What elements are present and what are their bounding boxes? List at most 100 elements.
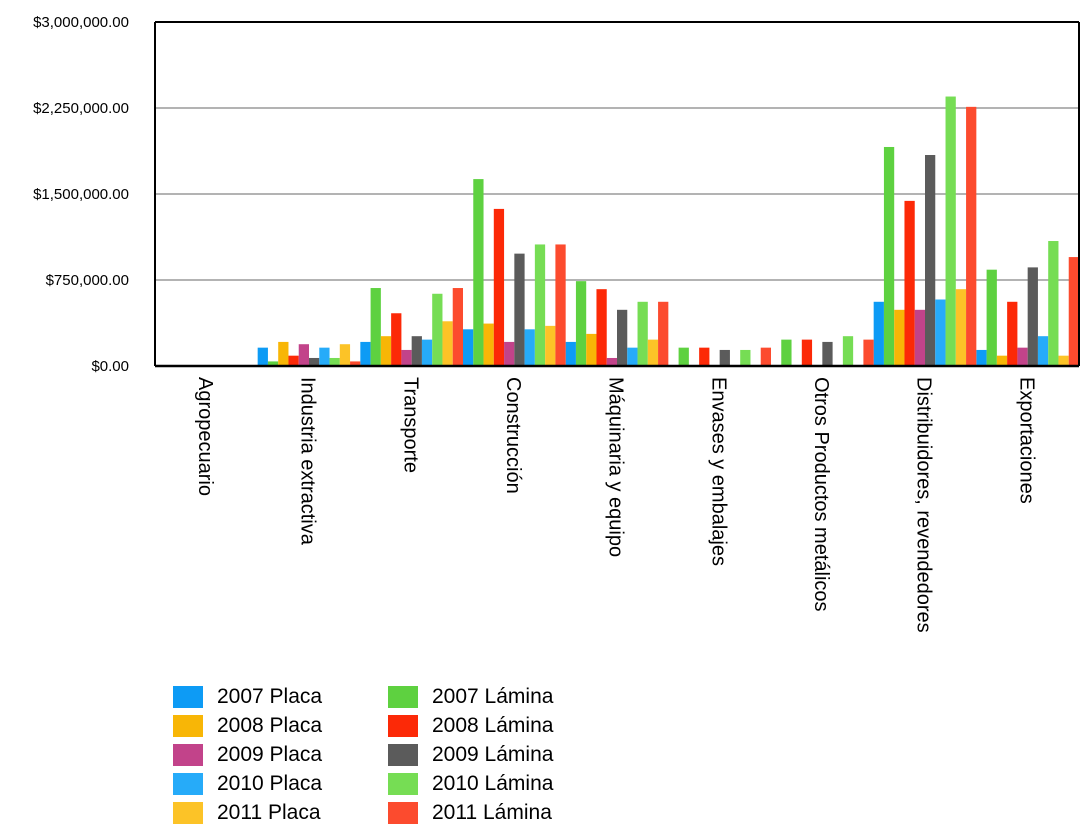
legend-label: 2008 Placa — [217, 713, 323, 737]
y-tick-label: $1,500,000.00 — [33, 186, 129, 203]
bar — [627, 347, 638, 366]
bar — [463, 329, 474, 366]
bar — [935, 299, 946, 366]
y-tick-label: $2,250,000.00 — [33, 100, 129, 117]
legend-swatch — [173, 714, 203, 737]
legend-label: 2009 Placa — [217, 742, 323, 766]
legend-label: 2011 Lámina — [432, 800, 552, 824]
legend-item: 2011 Lámina — [388, 798, 588, 827]
axes — [154, 21, 1080, 368]
bar — [1027, 267, 1038, 366]
bar — [319, 347, 330, 366]
bar — [617, 309, 628, 366]
legend-column-placa: 2007 Placa 2008 Placa 2009 Placa 2010 Pl… — [173, 682, 373, 827]
bar — [360, 341, 371, 366]
legend-label: 2007 Lámina — [432, 684, 554, 708]
bar — [596, 289, 607, 366]
bar — [545, 325, 556, 366]
bar — [647, 339, 659, 366]
bar — [1037, 336, 1049, 366]
legend-item: 2007 Lámina — [388, 682, 588, 711]
bar — [781, 339, 792, 366]
legend-swatch — [388, 743, 418, 766]
bar — [883, 146, 895, 366]
legend-swatch — [388, 801, 418, 824]
bar — [1017, 347, 1028, 366]
bar — [996, 355, 1008, 366]
legend-swatch — [173, 801, 203, 824]
bar — [894, 309, 905, 366]
bar — [380, 336, 392, 366]
bar — [524, 329, 535, 366]
legend-item: 2010 Placa — [173, 769, 373, 798]
bar — [401, 349, 412, 366]
legend-item: 2007 Placa — [173, 682, 373, 711]
bar — [925, 155, 936, 366]
x-axis-category-labels: Agropecuario Industria extractiva Transpor… — [194, 377, 1037, 633]
bar — [586, 333, 597, 366]
bar — [606, 357, 617, 366]
bar — [514, 253, 525, 366]
bar — [740, 349, 751, 366]
y-tick-label: $3,000,000.00 — [33, 14, 129, 31]
bar — [565, 341, 576, 366]
bar — [534, 244, 546, 366]
legend: 2007 Placa 2008 Placa 2009 Placa 2010 Pl… — [173, 682, 593, 832]
bar — [658, 301, 669, 366]
legend-label: 2010 Placa — [217, 771, 323, 795]
bar — [976, 349, 987, 366]
bar — [555, 244, 566, 366]
bar — [309, 357, 320, 366]
bar — [966, 106, 977, 366]
bar — [411, 336, 422, 366]
bar — [1048, 241, 1059, 366]
bar — [483, 323, 494, 366]
x-category-label: Otros Productos metálicos — [810, 377, 832, 612]
bar — [678, 347, 689, 366]
x-category-label: Construcción — [502, 377, 524, 494]
legend-swatch — [173, 743, 203, 766]
legend-item: 2009 Lámina — [388, 740, 588, 769]
x-category-label: Agropecuario — [194, 377, 216, 496]
bar — [288, 355, 299, 366]
bar — [760, 347, 771, 366]
y-tick-label: $750,000.00 — [46, 272, 129, 289]
bar — [421, 339, 433, 366]
bar — [945, 96, 956, 367]
bars — [257, 96, 1079, 367]
bar — [278, 341, 289, 366]
bar — [493, 208, 505, 366]
legend-label: 2010 Lámina — [432, 771, 554, 795]
legend-item: 2008 Placa — [173, 711, 373, 740]
gridlines — [155, 107, 1079, 281]
y-tick-label: $0.00 — [91, 358, 129, 375]
bar — [801, 339, 813, 366]
bar — [298, 344, 309, 366]
bar — [391, 313, 402, 366]
legend-swatch — [173, 772, 203, 795]
x-category-label: Transporte — [399, 377, 421, 473]
bar — [452, 288, 463, 366]
bar — [432, 293, 443, 366]
bar — [442, 321, 453, 366]
bar — [986, 269, 997, 366]
bar — [955, 289, 967, 366]
bar — [699, 347, 710, 366]
bar — [267, 361, 279, 366]
bar — [1068, 257, 1079, 366]
x-category-label: Industria extractiva — [297, 377, 319, 546]
legend-label: 2008 Lámina — [432, 713, 554, 737]
bar — [370, 288, 381, 366]
bar — [575, 281, 587, 366]
bar — [719, 349, 730, 366]
legend-swatch — [388, 772, 418, 795]
x-category-label: Distribuidores, revendedores — [913, 377, 935, 633]
legend-item: 2008 Lámina — [388, 711, 588, 740]
legend-item: 2009 Placa — [173, 740, 373, 769]
bar — [842, 336, 854, 366]
bar — [257, 347, 268, 366]
legend-swatch — [388, 714, 418, 737]
bar — [329, 357, 340, 366]
legend-column-lamina: 2007 Lámina 2008 Lámina 2009 Lámina 2010… — [388, 682, 588, 827]
